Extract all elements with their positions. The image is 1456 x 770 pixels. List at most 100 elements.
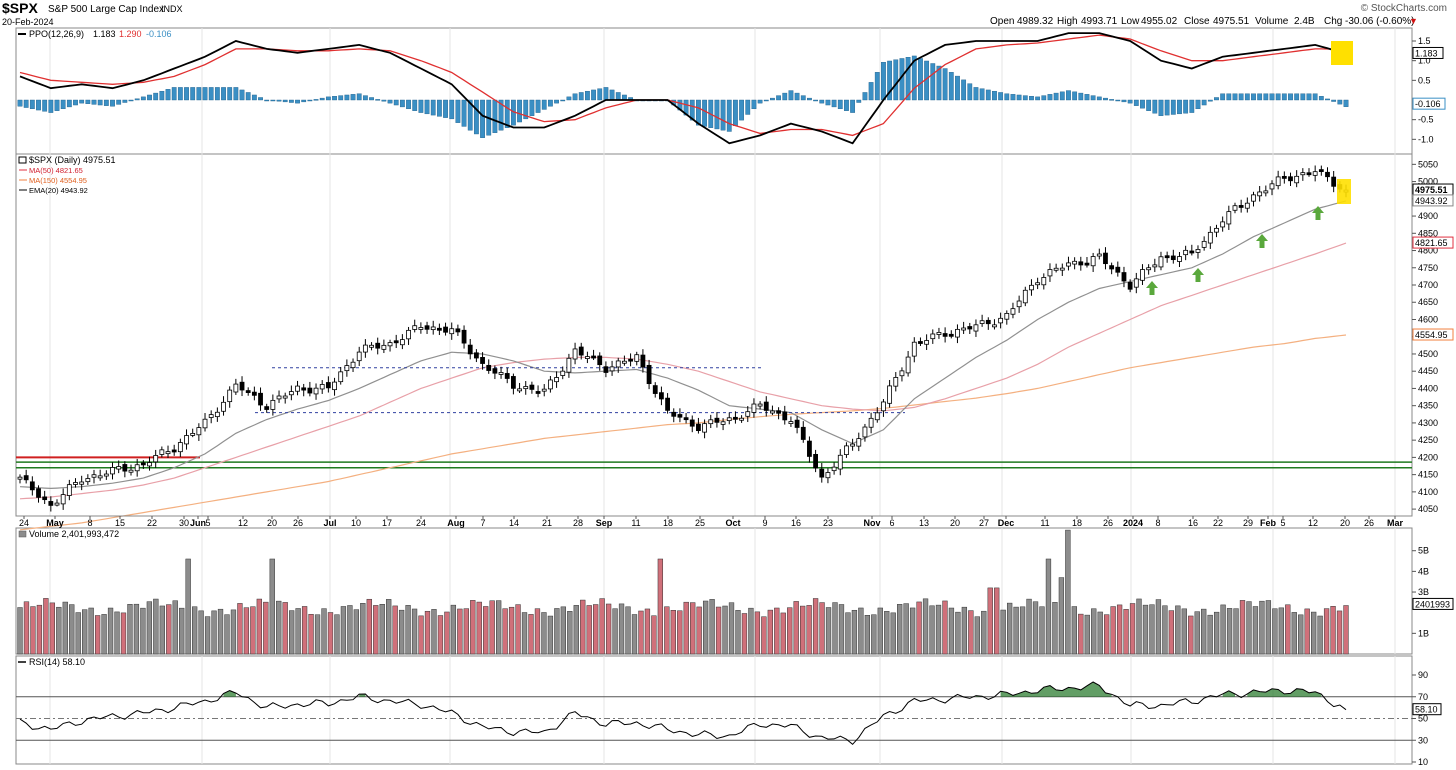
volume-bar-up — [612, 608, 618, 655]
ma150-badge-box — [1412, 328, 1454, 341]
x-tick-label: 8 — [1155, 518, 1160, 528]
candle-up — [350, 361, 356, 369]
x-tick-label: 17 — [382, 518, 392, 528]
candle-down — [714, 417, 720, 423]
ohlc-high: 4993.71 — [1081, 16, 1118, 27]
candle-down — [1127, 281, 1133, 290]
volume-bar-up — [1317, 615, 1323, 655]
candle-up — [517, 388, 522, 392]
candle-up — [1029, 284, 1034, 291]
volume-bar-down — [1129, 603, 1136, 655]
candle-up — [955, 328, 960, 338]
ppo-hist-bar — [1337, 99, 1343, 105]
chart-header: $SPX S&P 500 Large Cap Index INDX 20-Feb… — [2, 0, 1447, 27]
volume-bar-down — [787, 607, 793, 655]
up-arrow-icon — [1192, 268, 1204, 282]
ppo-badge: 1.183 — [1415, 48, 1438, 58]
candle-down — [23, 475, 29, 481]
ppo-hist-bar — [1078, 92, 1084, 101]
x-tick-label: 5 — [205, 518, 210, 528]
candle-down — [807, 440, 812, 457]
candle-down — [461, 329, 467, 344]
candle-up — [1158, 256, 1164, 268]
volume-bar-up — [276, 600, 282, 655]
ppo-hist-bar — [1158, 99, 1164, 116]
ppo-hist-bar — [399, 99, 405, 108]
candle-up — [1300, 172, 1306, 176]
volume-bars — [17, 529, 1349, 655]
ppo-hist-bar — [1257, 93, 1263, 101]
candle-down — [819, 468, 825, 478]
ppo-hist-bar — [1201, 99, 1207, 106]
x-tick-label: 20 — [1340, 518, 1350, 528]
volume-bar-up — [133, 603, 140, 655]
candle-up — [634, 354, 640, 362]
ohlc-volume: 2.4B — [1294, 16, 1315, 27]
ppo-hist-bar — [874, 72, 880, 101]
volume-tick-label: 3B — [1418, 587, 1429, 597]
candle-down — [1325, 171, 1330, 178]
volume-bar-down — [605, 603, 612, 655]
candle-up — [720, 421, 726, 425]
ppo-hist-bar — [467, 99, 473, 131]
ppo-tick-label: 0.5 — [1418, 75, 1431, 85]
candle-down — [671, 411, 677, 417]
ppo-hist-bar — [276, 99, 282, 102]
volume-bar-up — [1207, 614, 1213, 655]
candle-down — [307, 387, 313, 394]
candle-down — [1103, 252, 1108, 265]
candle-up — [387, 342, 393, 347]
ppo-hist-bar — [948, 72, 954, 101]
x-tick-label: 24 — [416, 518, 426, 528]
price-tick-label: 5000 — [1418, 177, 1438, 187]
x-tick-label: 22 — [1213, 518, 1223, 528]
ppo-hist-bar — [1177, 99, 1182, 115]
x-tick-label: Dec — [998, 518, 1015, 528]
volume-bar-up — [922, 598, 929, 655]
ppo-hist-bar — [1022, 95, 1028, 101]
candle-up — [110, 467, 115, 475]
ppo-signal-line — [19, 34, 1347, 137]
candle-up — [1090, 256, 1096, 267]
candle-down — [782, 411, 788, 421]
ppo-hist-bar — [856, 99, 862, 103]
volume-bar-down — [1323, 608, 1330, 655]
candle-down — [264, 406, 270, 410]
ppo-hist-bar — [36, 99, 41, 111]
volume-bar-up — [825, 607, 832, 655]
volume-bar-down — [1304, 608, 1310, 655]
volume-bar-up — [560, 606, 566, 655]
volume-bar-down — [1336, 610, 1343, 655]
candle-up — [887, 385, 893, 404]
volume-bar-down — [120, 612, 127, 655]
ppo-hist-bar — [221, 87, 226, 101]
symbol: $SPX — [2, 0, 38, 16]
ppo-hist-bar — [1275, 93, 1281, 101]
volume-bar-up — [347, 605, 353, 655]
ppo-hist-bar — [140, 96, 146, 101]
volume-bar-up — [1311, 611, 1317, 655]
ppo-legend-hist: -0.106 — [146, 29, 172, 39]
candle-up — [128, 469, 134, 473]
rsi-overbought-fill — [1000, 682, 1112, 697]
volume-bar-down — [812, 598, 819, 655]
candle-up — [227, 389, 233, 403]
ppo-hist-bar — [264, 99, 270, 102]
ppo-hist-bar — [79, 99, 85, 104]
volume-bar-up — [295, 608, 301, 655]
volume-bar-down — [677, 610, 683, 655]
volume-bar-up — [431, 609, 437, 655]
ppo-hist-bar — [387, 99, 393, 104]
ppo-hist-bar — [1195, 99, 1201, 110]
volume-bar-down — [489, 600, 495, 655]
volume-bar-down — [942, 600, 948, 655]
ppo-hist-bar — [356, 93, 362, 101]
candle-up — [1275, 176, 1281, 187]
rsi-tick-label: 90 — [1418, 670, 1428, 680]
x-tick-label: 15 — [115, 518, 125, 528]
x-tick-label: Feb — [1260, 518, 1277, 528]
ppo-hist-bar — [726, 99, 732, 132]
candle-up — [1146, 267, 1152, 271]
candle-up — [282, 395, 288, 399]
